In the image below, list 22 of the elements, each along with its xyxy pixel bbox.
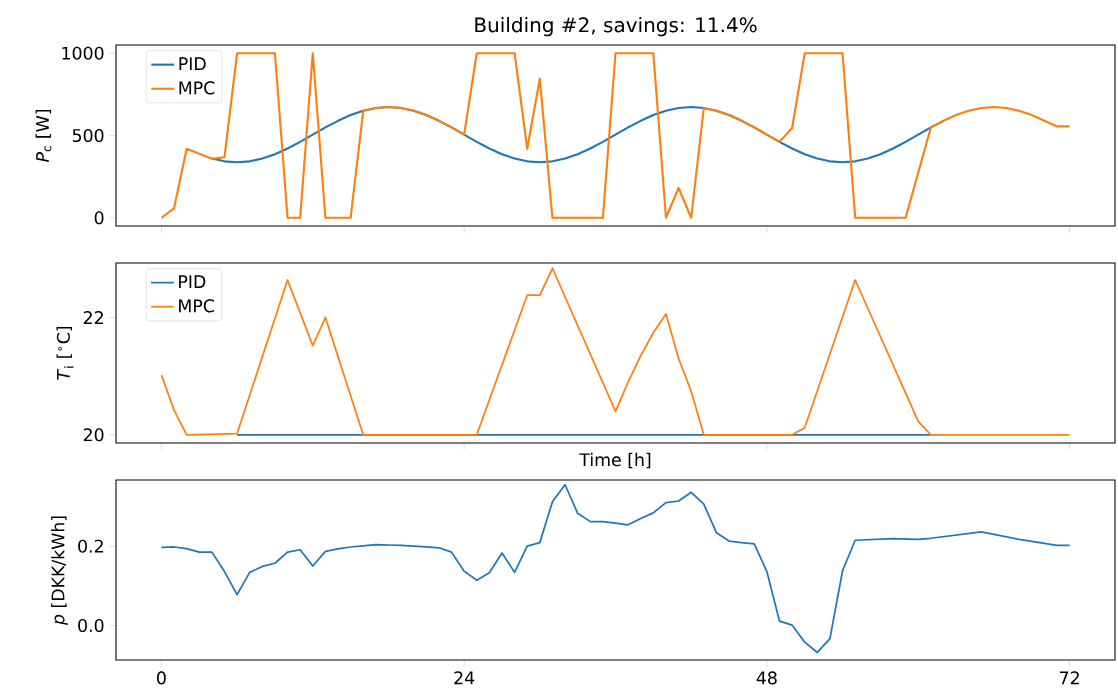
- legend-label: MPC: [179, 299, 214, 313]
- y-tick-label: 0.2: [78, 539, 103, 553]
- chart-title: Building #2, savings: 11.4%: [475, 16, 757, 37]
- y-tick-label: 0.0: [78, 618, 104, 633]
- x-tick-label: 24: [454, 671, 475, 685]
- legend-label: PID: [179, 57, 206, 70]
- y-tick-label: 20: [83, 428, 104, 442]
- y-axis-title: T$_{i}$ [$^{∘}$C]: [56, 326, 74, 380]
- x-tick-label: 48: [756, 671, 777, 685]
- x-tick-label: 72: [1059, 671, 1079, 685]
- x-tick-label: 0: [157, 671, 166, 685]
- y-axis-title: P$_{c}$ [W]: [35, 110, 52, 163]
- legend-label: PID: [179, 275, 206, 288]
- y-tick-label: 1000: [62, 46, 104, 60]
- x-axis-title: Time [h]: [579, 452, 651, 469]
- y-tick-label: 500: [72, 128, 104, 143]
- legend-label: MPC: [179, 81, 215, 95]
- y-tick-label: 22: [83, 311, 103, 324]
- line-series: [160, 483, 1071, 654]
- line-series: [160, 267, 1071, 436]
- y-axis-title: p [DKK/kWh]: [51, 516, 68, 626]
- y-tick-label: 0: [94, 211, 104, 225]
